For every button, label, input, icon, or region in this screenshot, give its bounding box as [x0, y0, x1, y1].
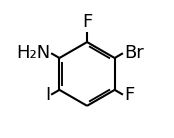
Text: F: F: [82, 13, 92, 31]
Text: F: F: [124, 86, 134, 104]
Text: Br: Br: [124, 44, 144, 62]
Text: H₂N: H₂N: [16, 44, 50, 62]
Text: I: I: [45, 86, 50, 104]
